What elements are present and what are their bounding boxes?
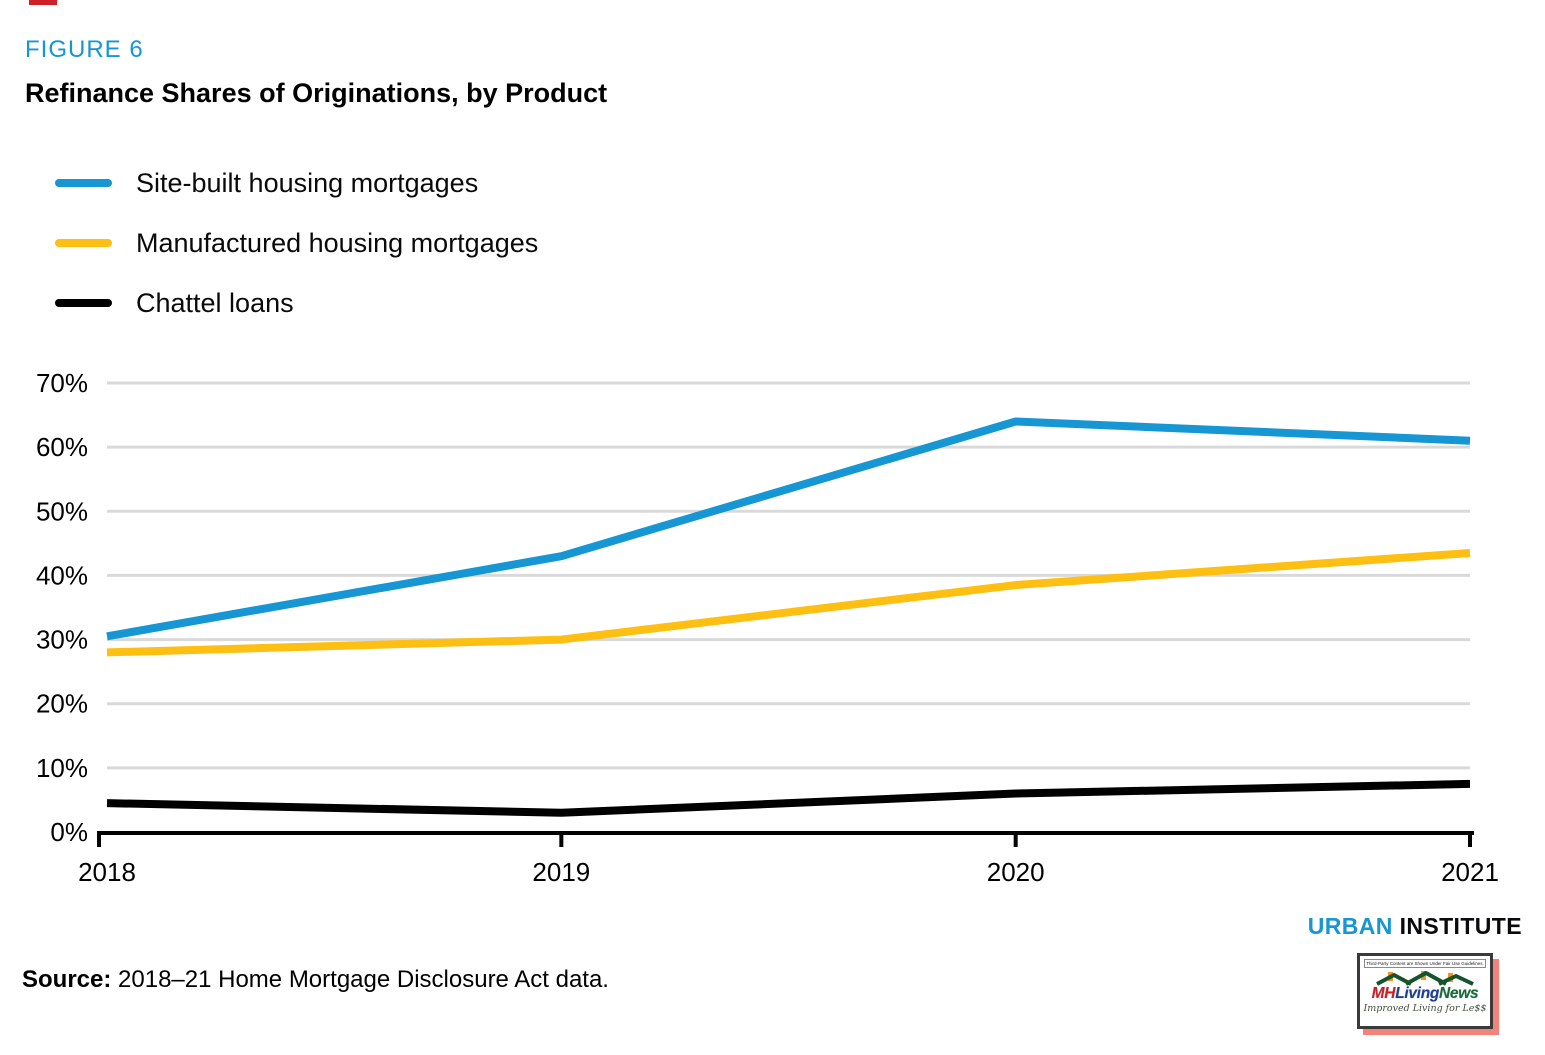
legend-label: Manufactured housing mortgages	[136, 227, 539, 258]
y-tick-label: 20%	[36, 689, 88, 719]
y-tick-label: 50%	[36, 496, 88, 526]
chart-title: Refinance Shares of Originations, by Pro…	[25, 78, 608, 108]
source-note: Source: 2018–21 Home Mortgage Disclosure…	[22, 966, 609, 994]
fair-use-disclaimer: Third-Party Content are Shown Under Fair…	[1364, 959, 1486, 969]
series-line-manufactured-housing-mortgages	[106, 548, 1471, 657]
mh-tagline: Improved Living for Le$$	[1363, 1003, 1487, 1015]
series-line-chattel-loans	[106, 779, 1471, 817]
brand-urban-text: URBAN	[1307, 913, 1393, 939]
legend-item: Site-built housing mortgages	[0, 153, 538, 213]
legend-swatch-icon	[55, 299, 112, 307]
x-tick-label: 2019	[532, 857, 590, 887]
wordmark-news: News	[1439, 985, 1479, 1003]
y-tick-label: 60%	[36, 432, 88, 462]
urban-institute-wordmark: URBAN INSTITUTE	[1308, 913, 1522, 940]
brand-institute-text: INSTITUTE	[1399, 913, 1522, 939]
x-tick-label: 2020	[987, 857, 1045, 887]
chart-legend: Site-built housing mortgages Manufactured…	[0, 153, 538, 333]
legend-swatch-icon	[55, 179, 112, 187]
x-tick-label: 2018	[78, 857, 136, 887]
legend-swatch-icon	[55, 239, 112, 247]
series-line-site-built-housing-mortgages	[106, 417, 1471, 641]
legend-item: Manufactured housing mortgages	[0, 213, 538, 273]
y-tick-label: 40%	[36, 560, 88, 590]
wordmark-mh: MH	[1371, 985, 1396, 1003]
red-artifact-mark	[29, 0, 57, 5]
legend-label: Site-built housing mortgages	[136, 167, 479, 198]
source-label: Source:	[22, 966, 112, 993]
y-tick-label: 30%	[36, 625, 88, 655]
y-tick-label: 10%	[36, 753, 88, 783]
figure-number-label: FIGURE 6	[25, 36, 144, 63]
mhlivingnews-wordmark: MHLivingNews	[1360, 986, 1490, 1002]
mhlivingnews-logo-badge: Third-Party Content are Shown Under Fair…	[1357, 953, 1493, 1029]
legend-item: Chattel loans	[0, 273, 538, 333]
y-tick-label: 70%	[36, 368, 88, 398]
source-text: 2018–21 Home Mortgage Disclosure Act dat…	[111, 966, 609, 993]
roofline-icon	[1376, 971, 1474, 986]
legend-label: Chattel loans	[136, 287, 294, 318]
x-tick-label: 2021	[1441, 857, 1499, 887]
y-tick-label: 0%	[50, 817, 88, 847]
wordmark-living: Living	[1395, 985, 1440, 1003]
